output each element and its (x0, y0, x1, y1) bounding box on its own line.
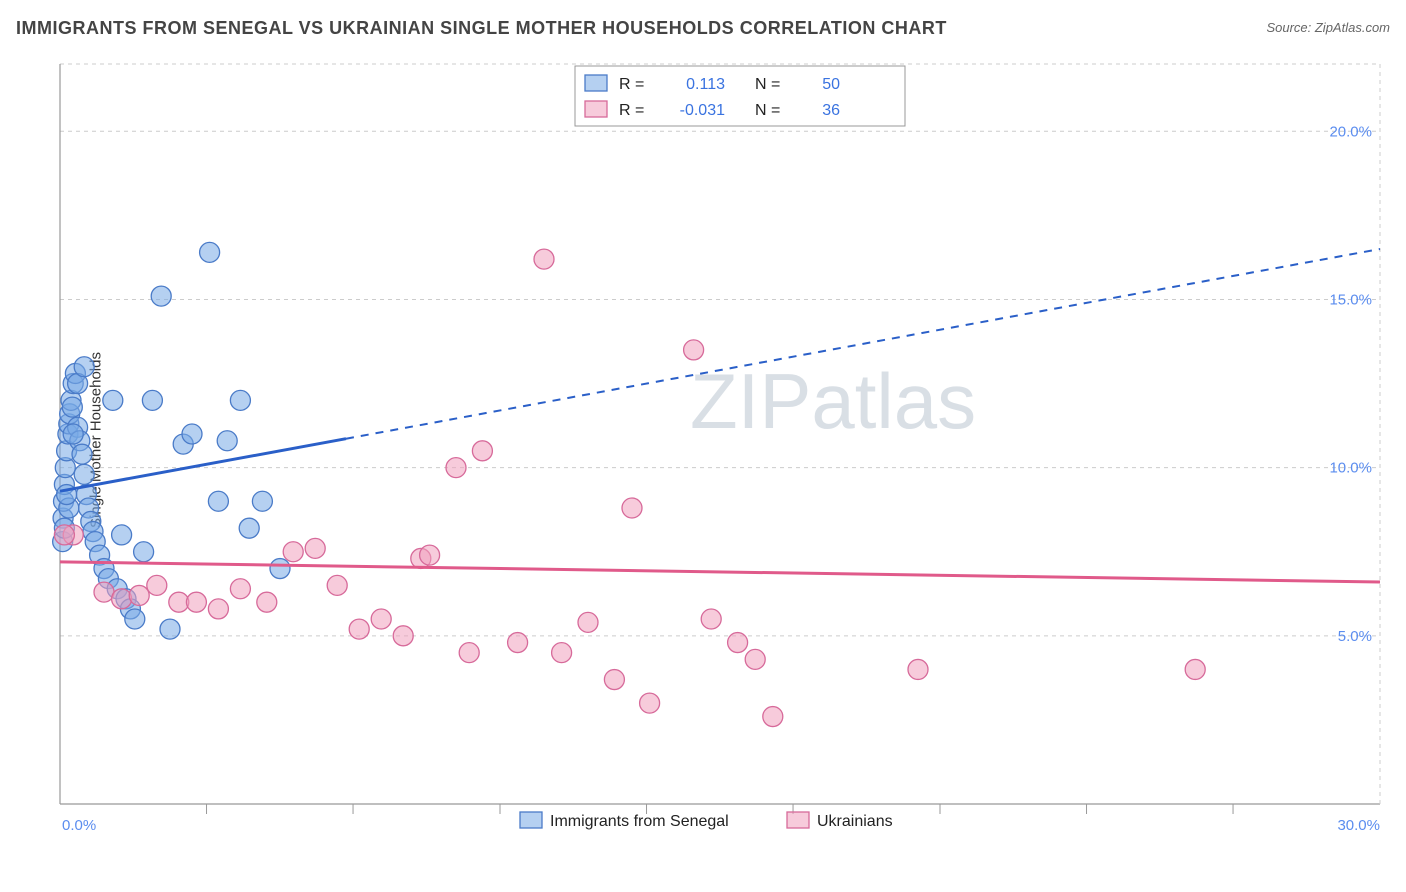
bottom-legend-label-ukrainians: Ukrainians (817, 813, 893, 830)
legend-r-label: R = (619, 102, 644, 119)
senegal-point (252, 491, 272, 511)
senegal-trendline-solid (60, 439, 346, 491)
bottom-legend-swatch-senegal (520, 812, 542, 828)
ukrainians-point (283, 542, 303, 562)
bottom-legend-swatch-ukrainians (787, 812, 809, 828)
ukrainians-point (745, 649, 765, 669)
legend-n-label: N = (755, 102, 780, 119)
ukrainians-point (420, 545, 440, 565)
senegal-point (134, 542, 154, 562)
ukrainians-point (230, 579, 250, 599)
legend-swatch-ukrainians (585, 101, 607, 117)
legend-r-label: R = (619, 76, 644, 93)
legend-n-label: N = (755, 76, 780, 93)
ukrainians-point (552, 643, 572, 663)
senegal-point (74, 464, 94, 484)
legend-n-value-ukrainians: 36 (822, 102, 840, 119)
ukrainians-point (129, 585, 149, 605)
senegal-point (208, 491, 228, 511)
senegal-point (151, 286, 171, 306)
chart-title: IMMIGRANTS FROM SENEGAL VS UKRAINIAN SIN… (16, 18, 947, 38)
legend-r-value-senegal: 0.113 (686, 76, 725, 93)
ukrainians-point (472, 441, 492, 461)
ukrainians-point (208, 599, 228, 619)
ukrainians-trendline-solid (60, 562, 1380, 582)
senegal-point (62, 397, 82, 417)
ukrainians-point (305, 538, 325, 558)
senegal-point (200, 242, 220, 262)
ukrainians-point (349, 619, 369, 639)
source-label: Source: ZipAtlas.com (1266, 20, 1390, 35)
legend-n-value-senegal: 50 (822, 76, 840, 93)
senegal-point (125, 609, 145, 629)
ukrainians-point (186, 592, 206, 612)
senegal-point (230, 390, 250, 410)
plot-area: ZIPatlas5.0%10.0%15.0%20.0%0.0%30.0%R =0… (50, 58, 1390, 818)
ukrainians-point (54, 525, 74, 545)
legend-r-value-ukrainians: -0.031 (680, 102, 725, 119)
x-tick-right: 30.0% (1337, 817, 1380, 834)
ukrainians-point (112, 589, 132, 609)
senegal-point (74, 357, 94, 377)
ukrainians-point (701, 609, 721, 629)
senegal-point (112, 525, 132, 545)
senegal-point (72, 444, 92, 464)
ukrainians-point (622, 498, 642, 518)
senegal-point (103, 390, 123, 410)
x-tick-left: 0.0% (62, 817, 96, 834)
y-tick-label: 5.0% (1338, 628, 1372, 645)
ukrainians-point (728, 633, 748, 653)
y-tick-label: 10.0% (1329, 460, 1372, 477)
ukrainians-point (147, 575, 167, 595)
legend-swatch-senegal (585, 75, 607, 91)
senegal-point (217, 431, 237, 451)
ukrainians-point (257, 592, 277, 612)
senegal-point (239, 518, 259, 538)
ukrainians-point (371, 609, 391, 629)
y-tick-label: 20.0% (1329, 123, 1372, 140)
senegal-point (63, 424, 83, 444)
senegal-point (182, 424, 202, 444)
ukrainians-point (534, 249, 554, 269)
bottom-legend-label-senegal: Immigrants from Senegal (550, 813, 729, 830)
y-tick-label: 15.0% (1329, 291, 1372, 308)
ukrainians-point (1185, 659, 1205, 679)
senegal-point (160, 619, 180, 639)
ukrainians-point (393, 626, 413, 646)
ukrainians-point (684, 340, 704, 360)
ukrainians-point (640, 693, 660, 713)
ukrainians-point (508, 633, 528, 653)
senegal-point (142, 390, 162, 410)
ukrainians-point (327, 575, 347, 595)
watermark: ZIPatlas (690, 357, 976, 445)
senegal-point (270, 559, 290, 579)
ukrainians-point (459, 643, 479, 663)
ukrainians-point (446, 458, 466, 478)
ukrainians-point (908, 659, 928, 679)
ukrainians-point (604, 670, 624, 690)
ukrainians-point (578, 612, 598, 632)
ukrainians-point (763, 707, 783, 727)
